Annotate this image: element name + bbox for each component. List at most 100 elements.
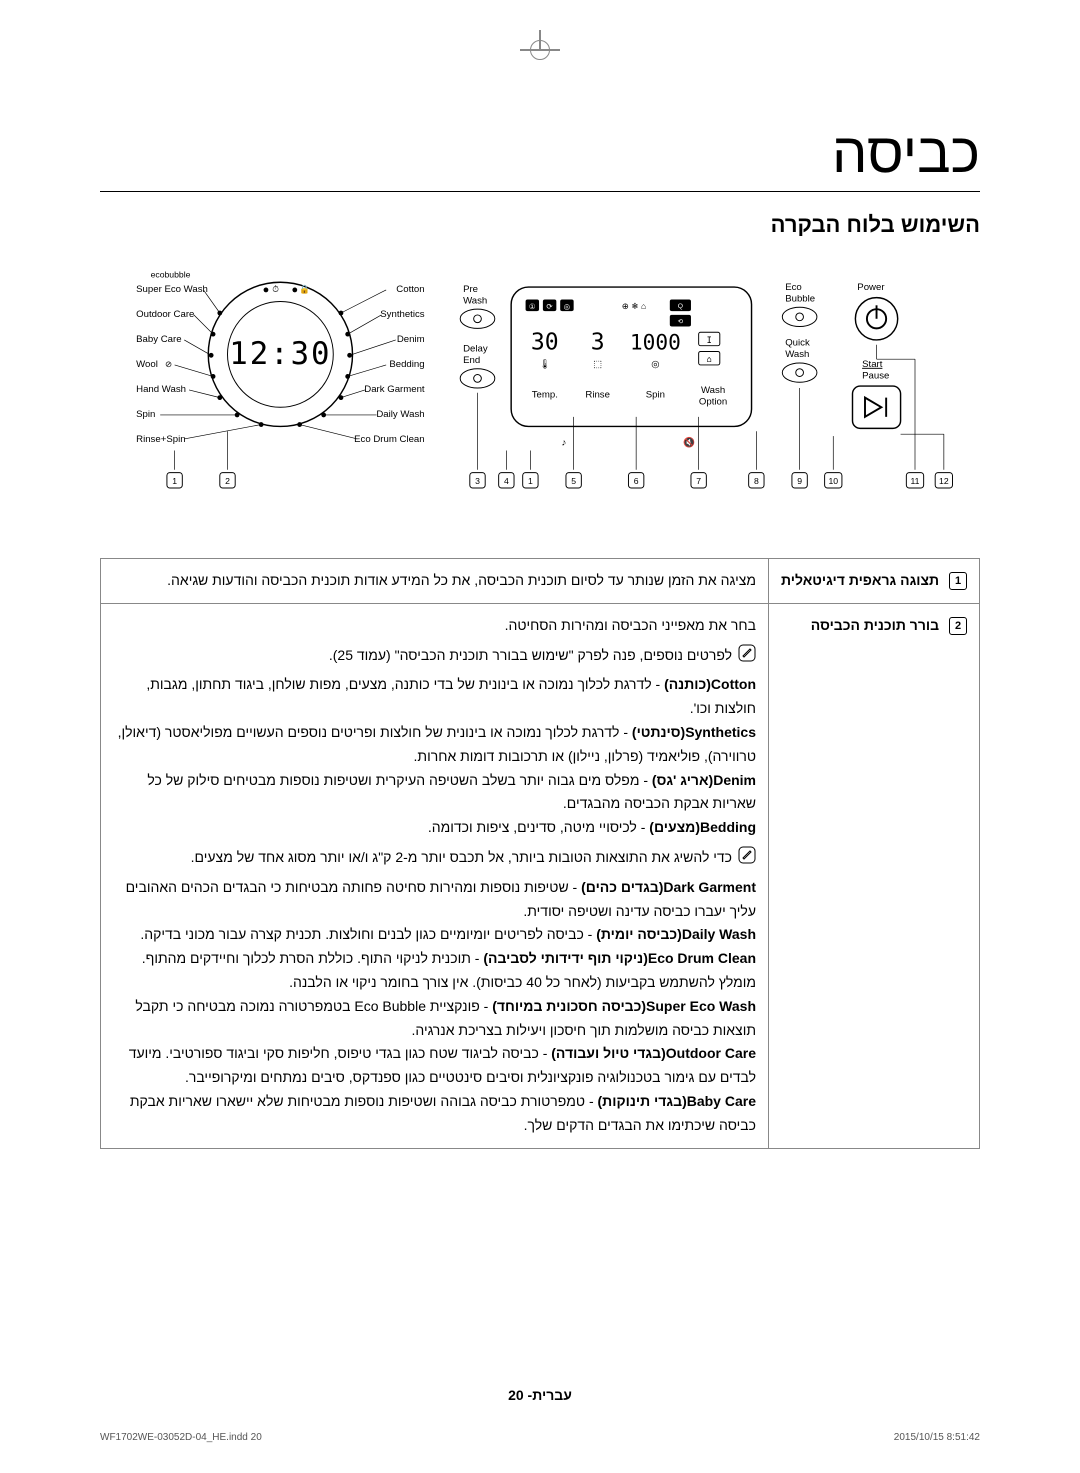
table-row: 1 תצוגה גראפית דיגיטאלית מציגה את הזמן ש… (101, 559, 980, 604)
row-label: 2 בורר תוכנית הכביסה (769, 603, 980, 1148)
svg-text:End: End (463, 355, 480, 366)
print-file: WF1702WE-03052D-04_HE.indd 20 (100, 1432, 262, 1443)
program-desc: Baby Care(בגדי תינוקות) - טמפרטורת כביסה… (113, 1090, 756, 1138)
row-label: 1 תצוגה גראפית דיגיטאלית (769, 559, 980, 604)
display-numbers: 30 3 1000 I ⌂ (531, 330, 720, 366)
svg-text:Start: Start (862, 359, 883, 370)
svg-text:6: 6 (634, 476, 639, 486)
callout-number: 2 (949, 617, 967, 635)
svg-text:Daily Wash: Daily Wash (376, 409, 424, 420)
svg-text:Pre: Pre (463, 284, 478, 295)
program-desc: Bedding(מצעים) - לכיסויי מיטה, סדינים, צ… (113, 816, 756, 840)
svg-text:Spin: Spin (646, 390, 665, 401)
svg-text:◎: ◎ (651, 359, 660, 370)
svg-text:Wash: Wash (463, 295, 487, 306)
program-desc: Cotton(כותנה) - לדרגת לכלוך נמוכה או בינ… (113, 673, 756, 721)
table-row: 2 בורר תוכנית הכביסה בחר את מאפייני הכבי… (101, 603, 980, 1148)
row-label-text: בורר תוכנית הכביסה (811, 617, 939, 633)
program-desc: Eco Drum Clean(ניקוי תוף ידידותי לסביבה)… (113, 947, 756, 995)
delayend-button: Delay End (460, 343, 495, 388)
svg-text:Synthetics: Synthetics (380, 309, 425, 320)
quick-wash-button: QuickWash (782, 338, 817, 383)
svg-text:Temp.: Temp. (532, 390, 558, 401)
eco-bubble-button: EcoBubble (782, 282, 817, 327)
page-title: כביסה (100, 120, 980, 192)
svg-text:4: 4 (504, 476, 509, 486)
svg-text:🌡: 🌡 (539, 358, 551, 370)
row-desc: בחר את מאפייני הכביסה ומהירות הסחיטה. לפ… (101, 603, 769, 1148)
pencil-icon (738, 644, 756, 662)
svg-text:8: 8 (754, 476, 759, 486)
svg-text:Wool: Wool (136, 359, 158, 370)
program-desc: Denim(אריג 'גס) - מפלס מים גבוה יותר בשל… (113, 769, 756, 817)
svg-text:Baby Care: Baby Care (136, 334, 181, 345)
power-button: Power (855, 282, 897, 340)
svg-text:3: 3 (591, 330, 605, 356)
svg-text:⌂: ⌂ (707, 355, 712, 365)
callout-number: 1 (949, 572, 967, 590)
svg-text:Quick: Quick (785, 338, 810, 349)
svg-text:⏱: ⏱ (272, 284, 279, 294)
print-footer: WF1702WE-03052D-04_HE.indd 20 2015/10/15… (100, 1432, 980, 1443)
page-footer: עברית- 20 (0, 1387, 1080, 1403)
description-table: 1 תצוגה גראפית דיגיטאלית מציגה את הזמן ש… (100, 558, 980, 1149)
svg-text:⊘: ⊘ (165, 359, 172, 369)
brand-label: ecobubble (151, 269, 191, 279)
svg-text:Wash: Wash (701, 385, 725, 396)
section-title: השימוש בלוח הבקרה (100, 212, 980, 238)
time-display: 12:30 (229, 336, 331, 372)
print-date: 2015/10/15 8:51:42 (894, 1432, 980, 1443)
svg-text:Wash: Wash (785, 349, 809, 360)
svg-text:Power: Power (857, 282, 885, 293)
svg-text:⊕ ❄ ⌂: ⊕ ❄ ⌂ (622, 301, 647, 311)
svg-text:Rinse+Spin: Rinse+Spin (136, 434, 185, 445)
svg-text:Rinse: Rinse (585, 390, 610, 401)
mute-icon: 🔇 (683, 437, 695, 449)
svg-text:1000: 1000 (630, 330, 681, 355)
svg-text:5: 5 (571, 476, 576, 486)
svg-text:Pause: Pause (862, 370, 889, 381)
svg-text:Delay: Delay (463, 343, 488, 354)
svg-text:Denim: Denim (397, 334, 425, 345)
svg-text:①: ① (529, 302, 536, 311)
svg-text:Bubble: Bubble (785, 293, 815, 304)
svg-text:🔒: 🔒 (299, 284, 310, 294)
svg-text:11: 11 (911, 476, 920, 486)
callout-boxes: 1 2 3 4 1 5 6 7 8 9 10 11 12 (167, 473, 953, 488)
svg-text:Eco: Eco (785, 282, 802, 293)
program-desc: Daily Wash(כביסה יומית) - כביסה לפריטים … (113, 923, 756, 947)
svg-text:Q: Q (678, 303, 683, 310)
svg-text:1: 1 (528, 476, 533, 486)
svg-text:⬚: ⬚ (593, 359, 602, 370)
row-label-text: תצוגה גראפית דיגיטאלית (781, 572, 939, 588)
option-icons-row: ① ⟳ ◎ ⊕ ❄ ⌂ Q ⟲ (526, 300, 691, 327)
svg-text:30: 30 (531, 330, 559, 356)
prewash-button: Pre Wash (460, 284, 495, 329)
svg-text:3: 3 (475, 476, 480, 486)
pencil-icon (738, 846, 756, 864)
display-labels: Temp. Rinse Spin WashOption (532, 385, 728, 408)
svg-text:⟳: ⟳ (546, 302, 553, 311)
control-panel-diagram: ecobubble 12:30 ⏱ 🔒 Super Eco Wash Outdo… (100, 263, 980, 513)
svg-text:◎: ◎ (564, 302, 571, 311)
intro-text: בחר את מאפייני הכביסה ומהירות הסחיטה. (113, 614, 756, 638)
svg-text:1: 1 (172, 476, 177, 486)
sound-icon: ♪ (562, 438, 567, 449)
program-desc: Synthetics(סינתטי) - לדרגת לכלוך נמוכה א… (113, 721, 756, 769)
svg-text:Eco Drum Clean: Eco Drum Clean (354, 434, 425, 445)
note-line: לפרטים נוספים, פנה לפרק "שימוש בבורר תוכ… (113, 644, 756, 668)
crop-mark (520, 30, 560, 70)
svg-text:Dark Garment: Dark Garment (364, 384, 425, 395)
svg-text:9: 9 (797, 476, 802, 486)
svg-text:Option: Option (699, 396, 727, 407)
svg-text:⟲: ⟲ (678, 319, 684, 326)
svg-text:Outdoor Care: Outdoor Care (136, 309, 194, 320)
program-desc: Super Eco Wash(כביסה חסכונית במיוחד) - פ… (113, 995, 756, 1043)
svg-text:Cotton: Cotton (396, 284, 424, 295)
row-desc: מציגה את הזמן שנותר עד לסיום תוכנית הכבי… (101, 559, 769, 604)
start-pause-button: Start Pause (853, 359, 901, 429)
svg-text:Bedding: Bedding (389, 359, 424, 370)
display-subicons: 🌡 ⬚ ◎ (539, 358, 660, 370)
svg-text:12: 12 (939, 476, 949, 486)
svg-text:7: 7 (696, 476, 701, 486)
